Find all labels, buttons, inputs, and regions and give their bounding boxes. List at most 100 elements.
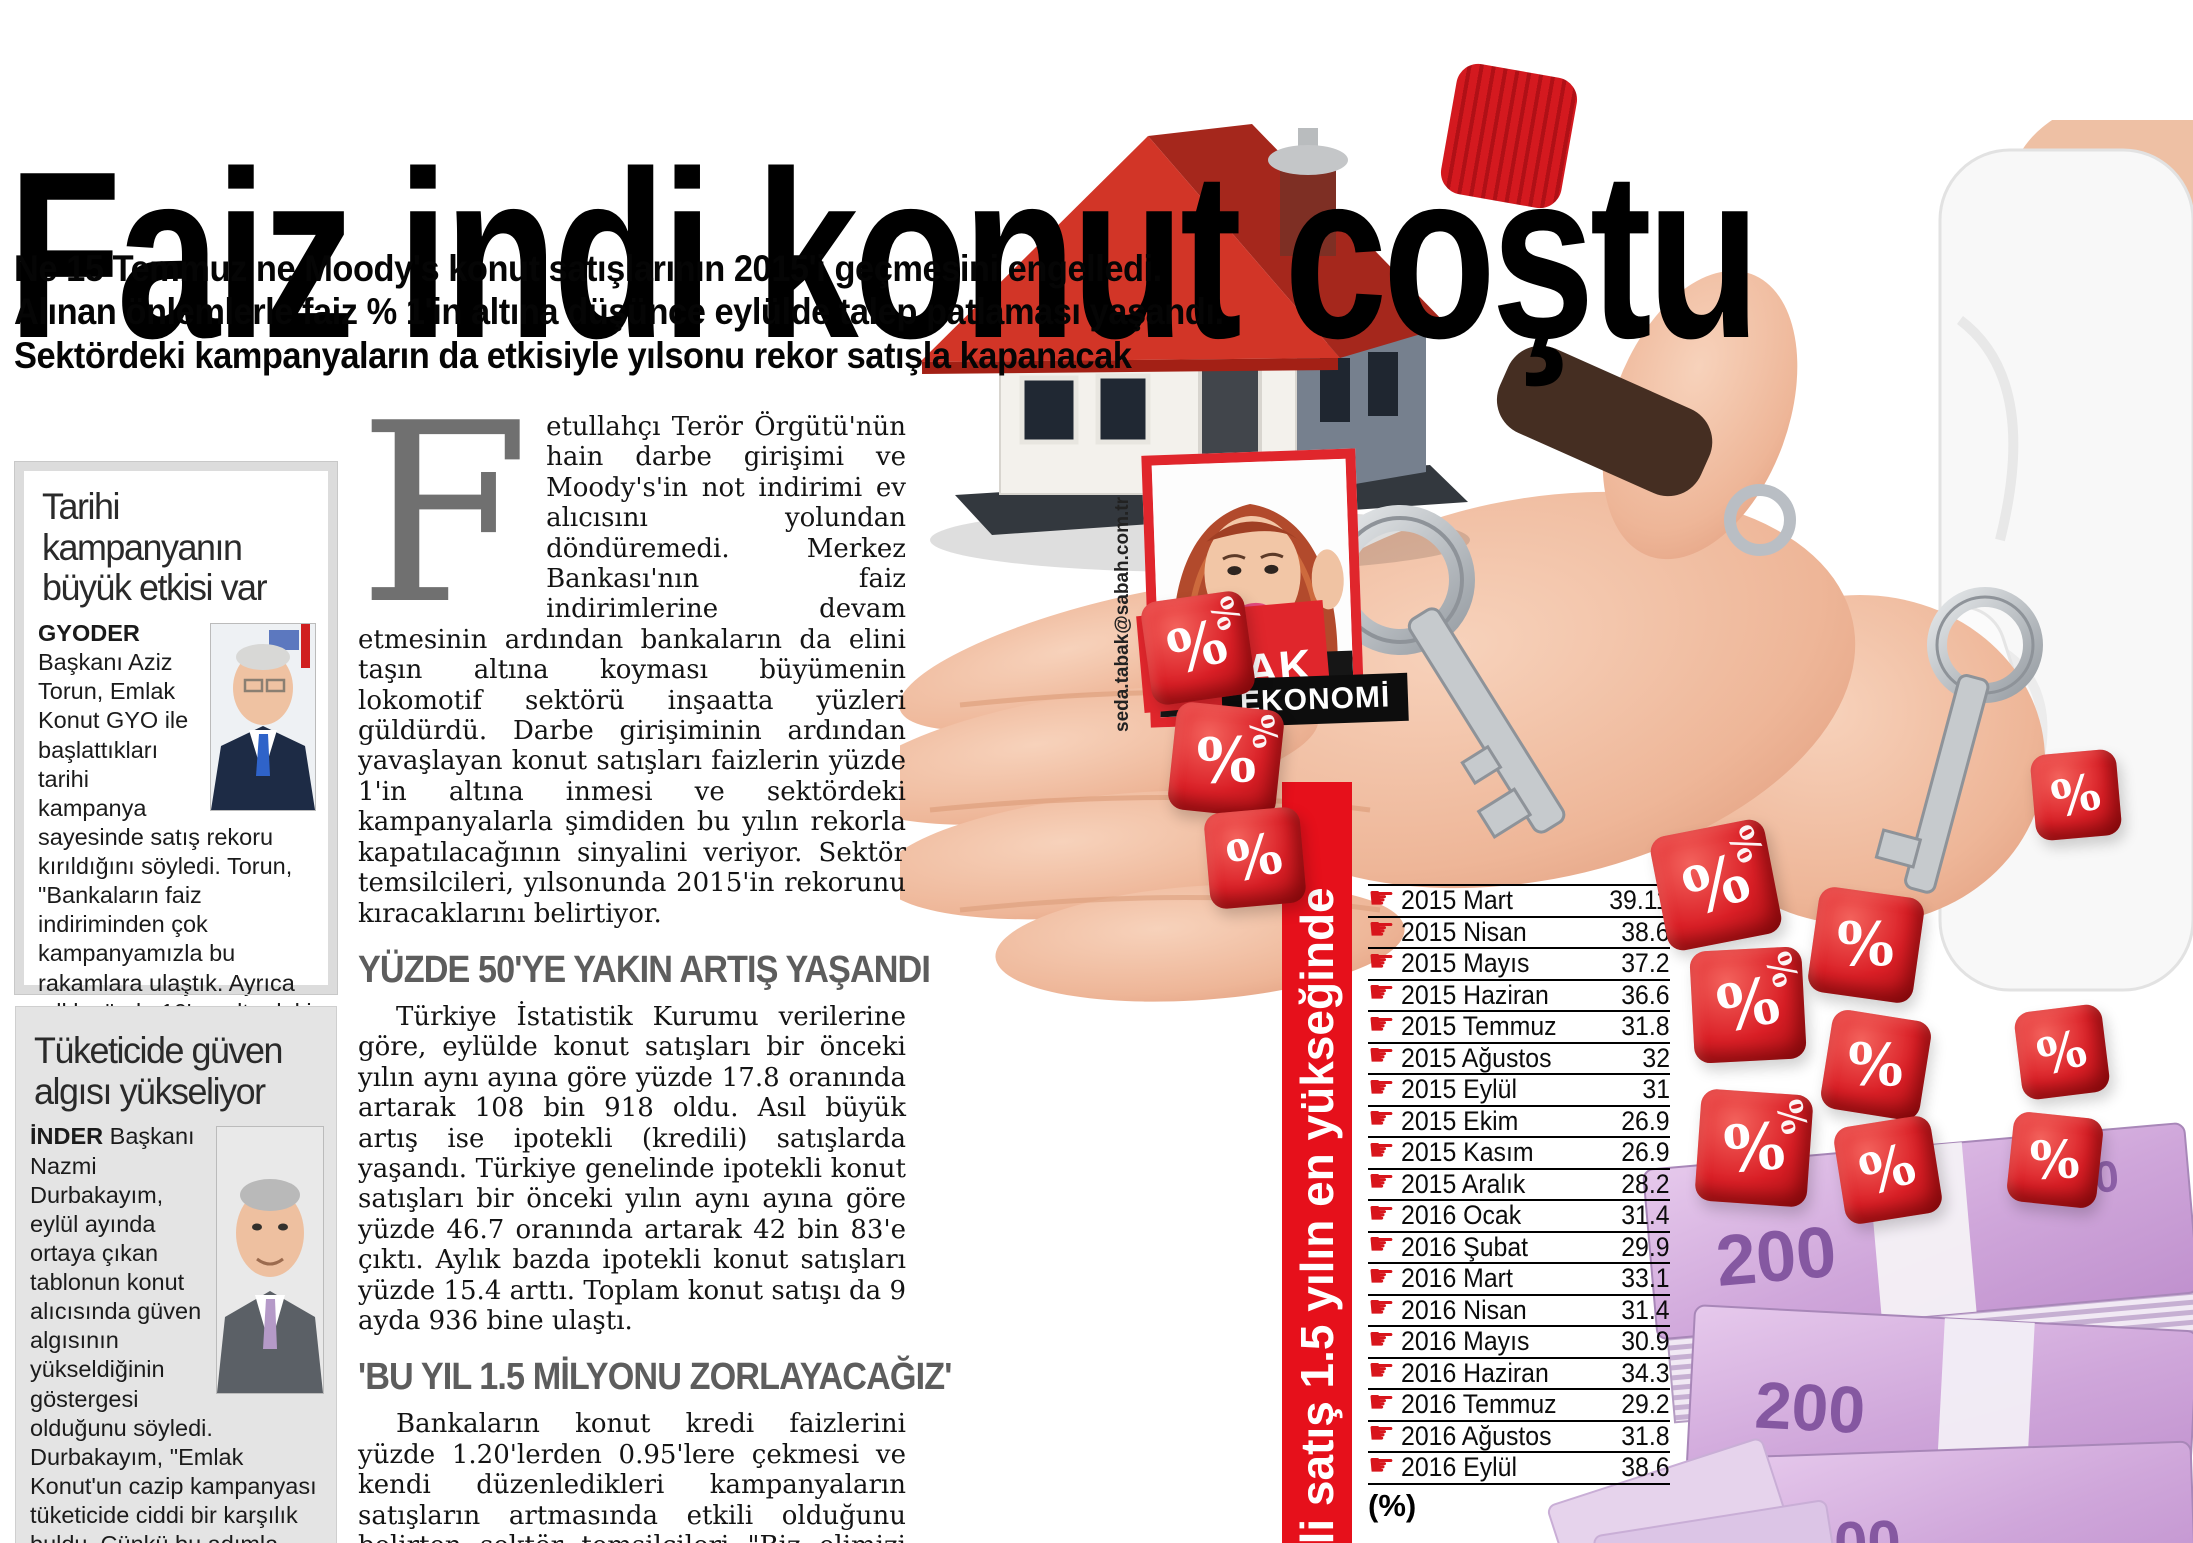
table-row: ☛ 2016 Nisan 31.4: [1368, 1291, 1670, 1327]
row-value: 34.3: [1621, 1357, 1670, 1388]
article-paragraph-3: Bankaların konut kredi faizlerini yüzde …: [358, 1409, 906, 1543]
row-value: 29.9: [1621, 1231, 1670, 1262]
row-value: 32: [1642, 1042, 1670, 1073]
main-article: F etullahçı Terör Örgütü'nün hain darbe …: [358, 371, 952, 1543]
pointing-hand-icon: ☛: [1368, 1007, 1395, 1041]
pointing-hand-icon: ☛: [1368, 1417, 1395, 1451]
box-lead-word: İNDER: [30, 1123, 104, 1150]
box-text: Başkanı Nazmi Durbakayım, eylül ayında o…: [30, 1123, 317, 1543]
aziz-torun-photo: [210, 623, 316, 812]
article-paragraph-1: etullahçı Terör Örgütü'nün hain darbe gi…: [358, 412, 906, 929]
box-title: Tarihi kampanyanın büyük etkisi var: [42, 486, 268, 609]
banknote-200: 200: [1713, 1212, 1840, 1302]
key-icon-2: [1874, 587, 2043, 894]
pointing-hand-icon: ☛: [1368, 1228, 1395, 1262]
row-label: 2015 Eylül: [1400, 1074, 1517, 1105]
pointing-hand-icon: ☛: [1368, 1259, 1395, 1293]
row-value: 29.2: [1621, 1389, 1670, 1420]
percent-symbol: %: [1852, 1130, 1924, 1210]
banner-text: Kredili satış 1.5 yılın en yükseğinde: [1291, 887, 1343, 1543]
row-value: 33.1: [1621, 1263, 1670, 1294]
row-label: 2016 Ağustos: [1400, 1420, 1552, 1451]
row-value: 31: [1642, 1074, 1670, 1105]
table-row: ☛ 2016 Temmuz 29.2: [1368, 1387, 1670, 1422]
percent-symbol: %: [1847, 1030, 1905, 1100]
row-label: 2016 Haziran: [1400, 1357, 1549, 1388]
subhead-line-2: Alınan önlemlerle faiz % 1'in altına düş…: [14, 291, 1224, 333]
subhead-line-3: Sektördeki kampanyaların da etkisiyle yı…: [14, 334, 1132, 376]
percent-die: %: [2012, 1002, 2112, 1102]
pointing-hand-icon: ☛: [1368, 944, 1395, 978]
table-row: ☛ 2016 Ocak 31.4: [1368, 1196, 1670, 1233]
box-body: İNDER Başkanı Nazmi Durbakayım, eylül ay…: [30, 1122, 324, 1543]
percent-die: %%: [1166, 700, 1286, 820]
percent-symbol: %: [2029, 1128, 2081, 1192]
table-row: ☛ 2016 Ağustos 31.8: [1368, 1417, 1670, 1453]
table-row: ☛ 2015 Ekim 26.9: [1368, 1104, 1670, 1138]
banknote-200: 200: [1753, 1367, 1867, 1447]
table-row: ☛ 2015 Ağustos 32: [1368, 1039, 1670, 1075]
percent-die: %: [1818, 1007, 1934, 1123]
percent-die: %: [1806, 885, 1926, 1005]
row-label: 2016 Ocak: [1400, 1200, 1522, 1231]
row-label: 2016 Temmuz: [1400, 1389, 1557, 1420]
author-email: seda.tabak@sabah.com.tr: [1112, 496, 1133, 732]
percent-die: %%: [1647, 816, 1785, 954]
percent-die: %%: [1139, 589, 1257, 707]
vertical-banner: Kredili satış 1.5 yılın en yükseğinde: [1282, 782, 1352, 1543]
table-row: ☛ 2016 Eylül 38.6: [1368, 1450, 1670, 1485]
row-label: 2015 Ekim: [1400, 1105, 1519, 1136]
keychain-strap: [1496, 345, 1796, 556]
row-value: 37.2: [1621, 948, 1670, 979]
row-value: 28.2: [1621, 1168, 1670, 1199]
table-row: ☛ 2015 Haziran 36.6: [1368, 976, 1670, 1012]
pointing-hand-icon: ☛: [1368, 881, 1395, 915]
table-row: ☛ 2016 Haziran 34.3: [1368, 1354, 1670, 1390]
row-label: 2016 Mayıs: [1400, 1326, 1530, 1357]
row-label: 2015 Mart: [1400, 885, 1513, 916]
row-value: 26.9: [1621, 1137, 1670, 1168]
row-label: 2016 Nisan: [1400, 1294, 1527, 1325]
percent-symbol: %: [1221, 819, 1289, 897]
table-row: ☛ 2015 Aralık 28.2: [1368, 1167, 1670, 1201]
percent-die: %%: [1689, 946, 1807, 1064]
article-paragraph-2: Türkiye İstatistik Kurumu verilerine gör…: [358, 1001, 906, 1336]
box-title: Tüketicide güven algısı yükseliyor: [34, 1030, 284, 1112]
table-row: ☛ 2016 Şubat 29.9: [1368, 1228, 1670, 1264]
pointing-hand-icon: ☛: [1368, 1322, 1395, 1356]
pointing-hand-icon: ☛: [1368, 913, 1395, 947]
row-label: 2015 Haziran: [1400, 979, 1549, 1010]
table-row: ☛ 2015 Kasım 26.9: [1368, 1133, 1670, 1170]
portrait-art: [211, 624, 315, 811]
row-label: 2015 Temmuz: [1400, 1011, 1557, 1042]
row-value: 31.4: [1621, 1200, 1670, 1231]
row-label: 2015 Nisan: [1400, 916, 1527, 947]
percent-die: %: [2029, 748, 2123, 842]
pointing-hand-icon: ☛: [1368, 1133, 1395, 1167]
percent-symbol: %: [2046, 760, 2106, 830]
pointing-hand-icon: ☛: [1368, 1039, 1395, 1073]
percent-die: %: [2005, 1110, 2105, 1210]
pointing-hand-icon: ☛: [1368, 1070, 1395, 1104]
pointing-hand-icon: ☛: [1368, 1291, 1395, 1325]
row-label: 2015 Ağustos: [1400, 1042, 1552, 1073]
box-lead-word: GYODER: [38, 620, 140, 647]
pointing-hand-icon: ☛: [1368, 1354, 1395, 1388]
percent-die: %: [1831, 1113, 1945, 1227]
row-value: 38.6: [1621, 916, 1670, 947]
section-title-1: YÜZDE 50'YE YAKIN ARTIŞ YAŞANDI: [358, 948, 931, 991]
table-row: ☛ 2016 Mayıs 30.9: [1368, 1322, 1670, 1359]
row-value: 36.6: [1621, 979, 1670, 1010]
pointing-hand-icon: ☛: [1368, 1196, 1395, 1230]
sidebar-box-confidence: Tüketicide güven algısı yükseliyor İNDER…: [15, 1006, 337, 1543]
row-value: 31.4: [1621, 1294, 1670, 1325]
page-title: Faiz indi konut coştu: [8, 123, 1760, 389]
drop-cap: F: [358, 371, 531, 659]
row-value: 26.9: [1621, 1105, 1670, 1136]
loose-banknotes: [1547, 1438, 1843, 1543]
pointing-hand-icon: ☛: [1368, 976, 1395, 1010]
subhead-line-1: Ne 15 Temmuz ne Moody's konut satışların…: [14, 248, 1162, 289]
percent-die: %%: [1694, 1088, 1815, 1208]
nazmi-durbakayim-photo: [216, 1126, 324, 1395]
